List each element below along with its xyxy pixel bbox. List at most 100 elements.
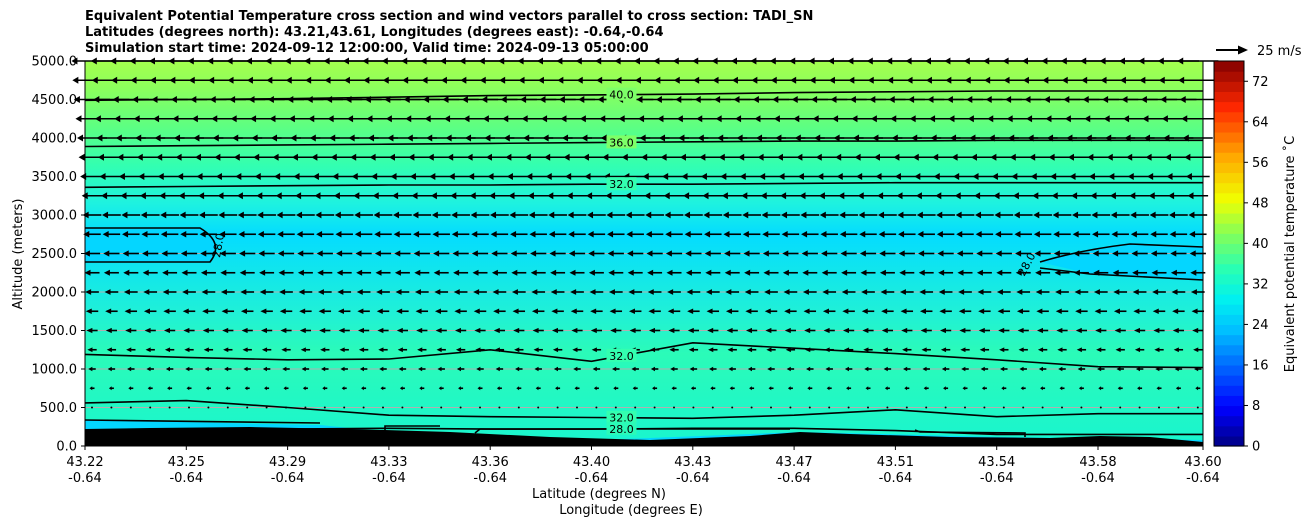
wind-vector-head — [638, 115, 645, 123]
wind-vector — [800, 211, 820, 219]
wind-vector-head — [899, 269, 906, 276]
wind-vector-head — [765, 327, 772, 334]
wind-vector-head — [1181, 115, 1188, 123]
wind-vector-head — [544, 153, 551, 161]
wind-vector-head — [724, 250, 731, 257]
wind-vector — [801, 250, 818, 257]
wind-vector-head — [232, 134, 239, 142]
wind-vector-head — [161, 250, 168, 257]
wind-vector-head — [1096, 347, 1102, 353]
wind-vector-head — [859, 231, 866, 238]
wind-vector-head — [534, 366, 539, 372]
colorbar-bands — [1214, 61, 1244, 447]
wind-vector-head — [1092, 250, 1099, 257]
wind-vector-head — [138, 173, 145, 180]
wind-vector — [628, 289, 643, 295]
wind-vector-head — [496, 386, 500, 391]
wind-vector — [123, 289, 138, 295]
wind-vector-head — [174, 134, 181, 142]
wind-vector-head — [1166, 173, 1173, 180]
wind-vector-head — [746, 347, 753, 353]
colorbar-band — [1214, 131, 1244, 143]
wind-vector-head — [482, 115, 489, 123]
wind-vector-head — [820, 231, 827, 238]
wind-vector-head — [1129, 192, 1136, 200]
wind-vector — [257, 211, 276, 219]
wind-vector — [299, 308, 312, 314]
wind-vector-head — [258, 250, 265, 257]
wind-vector — [1016, 308, 1030, 314]
wind-vector-head — [121, 211, 128, 219]
wind-vector-head — [1108, 173, 1115, 180]
wind-vector — [920, 327, 932, 334]
wind-vector-head — [747, 366, 752, 372]
wind-vector-head — [632, 386, 636, 391]
wind-vector — [863, 347, 873, 353]
wind-vector-head — [579, 115, 586, 123]
wind-vector — [918, 269, 934, 276]
wind-vector-head — [71, 57, 78, 65]
wind-vector-head — [860, 269, 867, 276]
wind-vector-head — [881, 327, 888, 334]
wind-vector-head — [1075, 308, 1082, 314]
wind-vector-head — [470, 211, 477, 219]
wind-vector — [692, 406, 695, 409]
wind-vector-head — [1153, 327, 1160, 334]
wind-vector-head — [958, 289, 965, 295]
wind-vector — [923, 386, 929, 391]
colorbar-band — [1214, 121, 1244, 133]
wind-vector-head — [687, 327, 694, 334]
wind-vector-head — [190, 96, 197, 103]
wind-vector-head — [485, 153, 492, 161]
wind-vector-head — [1184, 153, 1191, 161]
wind-vector — [702, 192, 724, 200]
contour-line-32 — [84, 181, 1203, 189]
y-tick-label: 500.0 — [40, 401, 77, 416]
wind-vector-head — [822, 308, 829, 314]
wind-vector — [783, 289, 798, 295]
wind-vector-head — [541, 115, 548, 123]
wind-vector-head — [312, 173, 319, 180]
wind-vector-head — [489, 192, 496, 200]
wind-vector — [687, 327, 700, 334]
wind-vector-head — [308, 115, 315, 123]
wind-vector — [669, 347, 679, 353]
wind-vector-head — [727, 347, 733, 353]
wind-vector — [647, 269, 663, 276]
wind-vector — [590, 327, 603, 334]
wind-vector — [127, 366, 135, 372]
wind-vector-head — [912, 153, 919, 161]
wind-vector-head — [879, 250, 886, 257]
wind-vector-head — [634, 76, 641, 84]
wind-vector-head — [1123, 115, 1130, 123]
wind-vector — [1158, 406, 1160, 409]
wind-vector — [84, 269, 100, 276]
wind-vector-head — [940, 347, 947, 353]
wind-vector — [610, 327, 622, 334]
wind-vector-head — [1190, 269, 1197, 276]
wind-vector-head — [775, 134, 782, 142]
wind-vector-head — [703, 211, 710, 219]
wind-vector-head — [784, 308, 791, 314]
wind-vector-head — [1045, 115, 1052, 123]
wind-vector-head — [666, 269, 673, 276]
wind-vector — [512, 308, 526, 314]
wind-vector — [143, 289, 158, 295]
wind-vector — [996, 289, 1011, 295]
wind-vector — [977, 289, 992, 295]
wind-vector-head — [1035, 269, 1042, 276]
wind-vector — [881, 327, 894, 334]
wind-vector-head — [264, 386, 267, 391]
wind-vector-head — [941, 366, 946, 372]
wind-vector — [709, 366, 717, 372]
wind-vector-head — [783, 289, 790, 295]
wind-vector — [393, 231, 412, 238]
wind-vector — [296, 231, 315, 238]
wind-vector — [256, 192, 277, 200]
wind-vector-head — [101, 192, 108, 200]
wind-vector-head — [1116, 366, 1121, 372]
wind-vector-head — [243, 366, 248, 372]
wind-vector-head — [1053, 250, 1060, 257]
wind-vector-head — [1112, 250, 1119, 257]
wind-vector — [999, 347, 1009, 353]
